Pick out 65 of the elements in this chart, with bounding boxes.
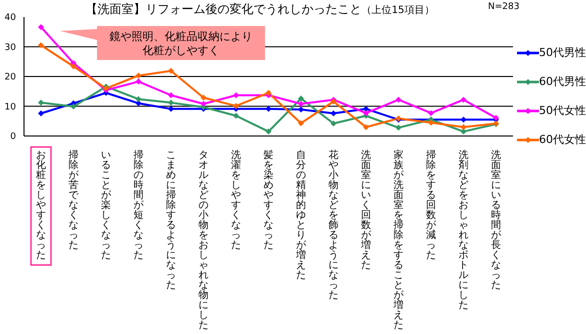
- point: [70, 104, 76, 110]
- point: [136, 72, 142, 79]
- category-label: 掃除の時間が短くなった: [134, 150, 144, 261]
- point: [460, 124, 466, 130]
- point: [298, 100, 304, 107]
- point: [233, 112, 239, 119]
- point: [136, 96, 142, 102]
- point: [330, 120, 336, 127]
- point: [330, 110, 336, 116]
- point: [298, 120, 304, 126]
- point: [233, 92, 239, 98]
- point: [396, 124, 402, 131]
- point: [298, 106, 304, 113]
- point: [233, 102, 239, 109]
- point: [38, 42, 44, 48]
- category-label: 掃除が苦でなくなった: [68, 150, 78, 251]
- point: [298, 96, 304, 102]
- point: [428, 120, 434, 126]
- category-label: 掃除をする回数が減った: [426, 150, 436, 261]
- category-label: 自分の精神的ゆとりが増えた: [296, 150, 306, 281]
- point: [396, 96, 402, 103]
- y-tick-label: 40: [4, 13, 16, 24]
- point: [266, 90, 272, 96]
- category-label: 洗濯をしやすくなった: [231, 150, 241, 251]
- category-label: 洗剤などをおしゃれなボトルにした: [458, 150, 468, 311]
- point: [363, 110, 369, 116]
- y-tick-label: 30: [4, 42, 16, 53]
- legend-label: 50代男性: [539, 45, 586, 60]
- category-label: タオルなどの小物をおしゃれな物にした: [198, 150, 208, 331]
- legend-label: 60代女性: [539, 132, 586, 147]
- category-label: こまめに掃除するようになった: [166, 150, 176, 291]
- point: [460, 128, 466, 135]
- point: [38, 100, 44, 106]
- chart-title: 【洗面室】リフォーム後の変化でうれしかったこと: [86, 2, 362, 16]
- category-label: お化粧をしやすくなった: [36, 150, 46, 261]
- legend-label: 50代女性: [539, 103, 586, 118]
- point: [168, 106, 174, 112]
- point: [38, 110, 44, 116]
- point: [70, 63, 76, 70]
- point: [266, 106, 272, 112]
- point: [136, 78, 142, 85]
- point: [38, 24, 44, 30]
- point: [460, 96, 466, 103]
- point: [168, 68, 174, 74]
- point: [168, 92, 174, 98]
- chart-subtitle: （上位15項目）: [362, 5, 434, 16]
- category-label: 髪を染めやすくなった: [264, 150, 274, 251]
- legend-label: 60代男性: [539, 74, 586, 89]
- category-label: 家族が洗面室を掃除をすることが増えた: [394, 150, 404, 331]
- text: N=283: [488, 2, 520, 12]
- point: [428, 110, 434, 116]
- y-tick-label: 0: [10, 132, 16, 142]
- point: [460, 116, 466, 123]
- category-label: 洗面室にいく回数が増えた: [361, 150, 371, 271]
- category-label: 花や小物などを飾るようになった: [328, 150, 338, 301]
- y-tick-label: 10: [4, 102, 16, 112]
- category-label: 洗面室にいる時間が長くなった: [491, 150, 501, 291]
- point: [363, 124, 369, 130]
- annotation: 鏡や照明、化粧品収納により化粧がしやすく: [110, 30, 252, 57]
- point: [266, 128, 272, 135]
- y-tick-label: 20: [4, 72, 16, 83]
- category-label: いることが楽しくなった: [101, 150, 111, 261]
- point: [168, 100, 174, 106]
- point: [200, 100, 206, 107]
- point: [200, 94, 206, 101]
